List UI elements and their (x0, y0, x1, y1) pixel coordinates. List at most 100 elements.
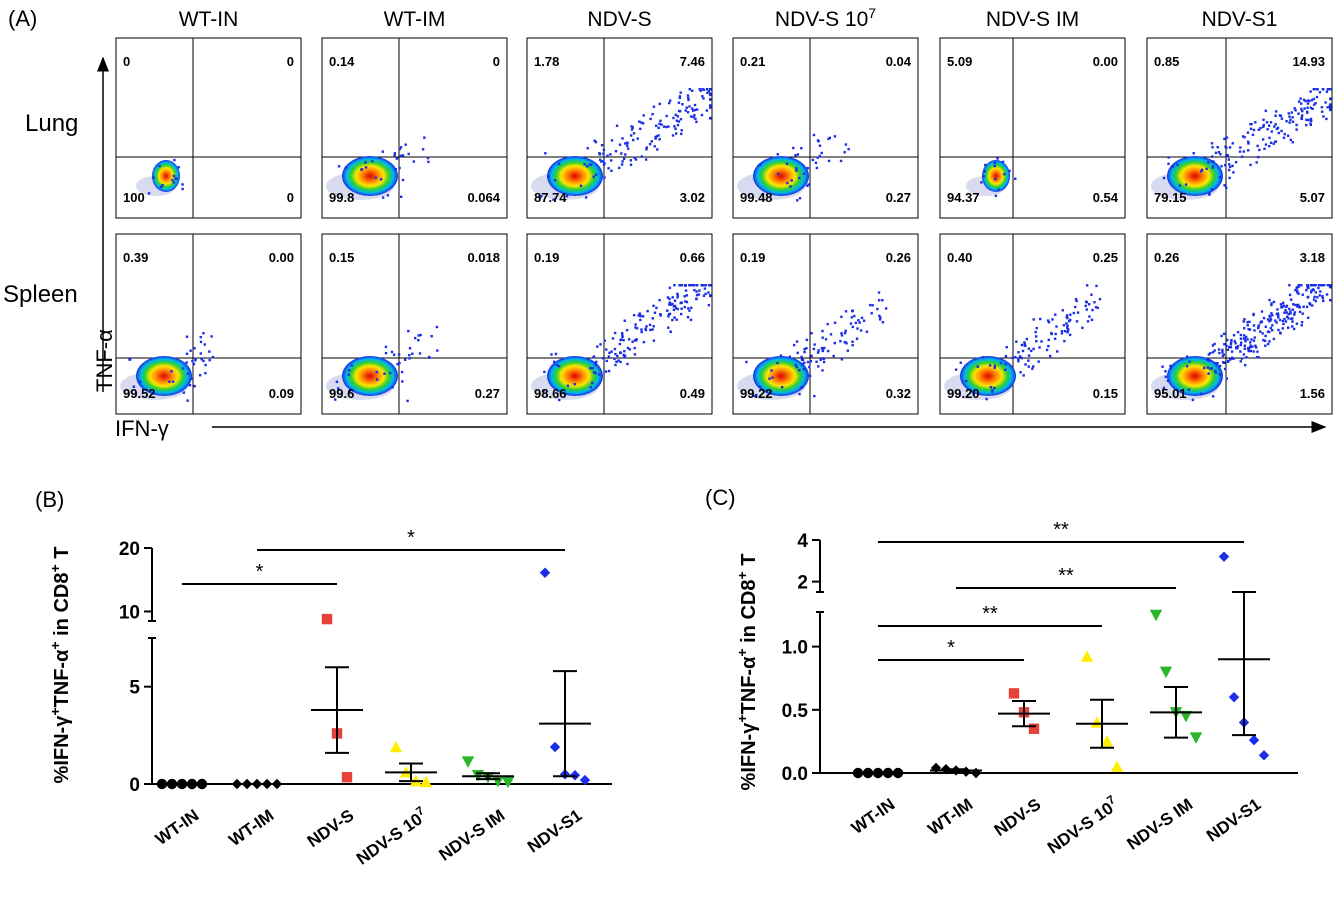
flow-event-dot (602, 160, 605, 163)
flow-event-dot (1288, 307, 1291, 311)
flow-event-dot (669, 330, 672, 333)
flow-event-dot (818, 144, 822, 147)
flow-event-dot (337, 165, 341, 168)
flow-event-dot (1247, 142, 1250, 145)
flow-event-dot (1306, 296, 1310, 299)
quadrant-ur-value: 3.18 (1300, 250, 1325, 265)
quadrant-ul-value: 0.85 (1154, 54, 1179, 69)
flow-event-dot (702, 97, 705, 100)
flow-event-dot (1257, 356, 1260, 359)
flow-event-dot (1287, 317, 1290, 320)
flow-event-dot (640, 155, 644, 158)
flow-event-dot (1240, 155, 1244, 158)
x-tick-label: WT-IN (152, 806, 202, 849)
flow-event-dot (603, 162, 606, 165)
quadrant-ur-value: 0.00 (269, 250, 294, 265)
flow-event-dot (709, 104, 712, 107)
flow-event-dot (1211, 155, 1214, 158)
flow-event-dot (399, 154, 403, 158)
flow-event-dot (1311, 107, 1314, 110)
flow-event-dot (881, 299, 884, 302)
flow-event-dot (1321, 296, 1325, 300)
flow-event-dot (1307, 119, 1310, 122)
flow-event-dot (626, 147, 630, 150)
flow-event-dot (1230, 356, 1234, 360)
flow-event-dot (705, 109, 709, 112)
flow-event-dot (1037, 360, 1040, 363)
flow-event-dot (1069, 313, 1072, 316)
flow-event-dot (427, 160, 430, 164)
flow-event-dot (812, 133, 816, 137)
flow-event-dot (759, 163, 762, 167)
flow-event-dot (421, 148, 425, 151)
flow-event-dot (621, 160, 624, 163)
flow-event-dot (554, 352, 558, 356)
flow-event-dot (586, 165, 589, 168)
flow-event-dot (846, 349, 850, 352)
flow-event-dot (1325, 117, 1328, 121)
flow-event-dot (817, 140, 820, 143)
flow-event-dot (651, 328, 654, 331)
flow-event-dot (1281, 319, 1285, 323)
flow-event-dot (632, 132, 636, 135)
flow-event-dot (694, 117, 697, 120)
flow-event-dot (1285, 304, 1289, 308)
row-label-spleen: Spleen (3, 281, 78, 308)
flow-event-dot (1054, 313, 1057, 316)
flow-event-dot (619, 351, 622, 355)
flow-event-dot (408, 357, 411, 360)
flow-event-dot (1085, 308, 1089, 311)
flow-event-dot (1167, 156, 1170, 159)
flow-event-dot (398, 147, 401, 151)
flow-event-dot (623, 356, 626, 359)
flow-event-dot (1019, 371, 1022, 374)
flow-event-dot (1085, 284, 1089, 287)
flow-event-dot (603, 176, 606, 179)
flow-event-dot (815, 360, 818, 363)
flow-event-dot (1245, 356, 1248, 359)
flow-event-dot (602, 163, 606, 166)
flow-event-dot (1290, 111, 1294, 114)
flow-event-dot (777, 172, 780, 176)
flow-event-dot (1243, 318, 1246, 321)
flow-event-dot (614, 150, 618, 153)
flow-event-dot (655, 306, 658, 310)
flow-density-blob (1167, 356, 1223, 396)
flow-event-dot (538, 195, 542, 199)
flow-event-dot (1050, 332, 1053, 336)
flow-event-dot (1288, 115, 1291, 118)
flow-event-dot (404, 143, 407, 146)
quadrant-ll-value: 87.74 (534, 190, 567, 205)
flow-event-dot (1314, 291, 1318, 294)
flow-event-dot (870, 312, 873, 315)
flow-event-dot (668, 286, 672, 290)
flow-event-dot (371, 159, 374, 163)
flow-event-dot (1272, 300, 1276, 304)
x-tick-label: NDV-S IM (1123, 795, 1196, 854)
x-tick-label: WT-IM (225, 806, 277, 850)
flow-event-dot (435, 325, 439, 329)
flow-event-dot (1039, 317, 1042, 321)
flow-event-dot (1268, 136, 1271, 140)
flow-event-dot (1282, 136, 1286, 140)
data-point (1189, 732, 1203, 744)
flow-event-dot (1225, 377, 1228, 380)
flow-density-blob (547, 356, 603, 396)
flow-event-dot (1239, 146, 1242, 149)
flow-event-dot (689, 115, 693, 118)
flow-event-dot (1167, 162, 1170, 166)
flow-event-dot (985, 397, 988, 401)
flow-event-dot (993, 164, 997, 168)
flow-event-dot (655, 135, 659, 138)
flow-event-dot (1068, 320, 1071, 323)
quadrant-ur-value: 7.46 (680, 54, 705, 69)
flow-event-dot (824, 338, 828, 341)
flow-event-dot (665, 125, 668, 129)
flow-event-dot (785, 162, 789, 165)
data-point (1090, 716, 1104, 728)
flow-event-dot (1065, 322, 1068, 325)
flow-event-dot (625, 141, 629, 144)
flow-event-dot (991, 389, 994, 392)
flow-event-dot (1276, 126, 1280, 130)
flow-event-dot (676, 292, 679, 295)
